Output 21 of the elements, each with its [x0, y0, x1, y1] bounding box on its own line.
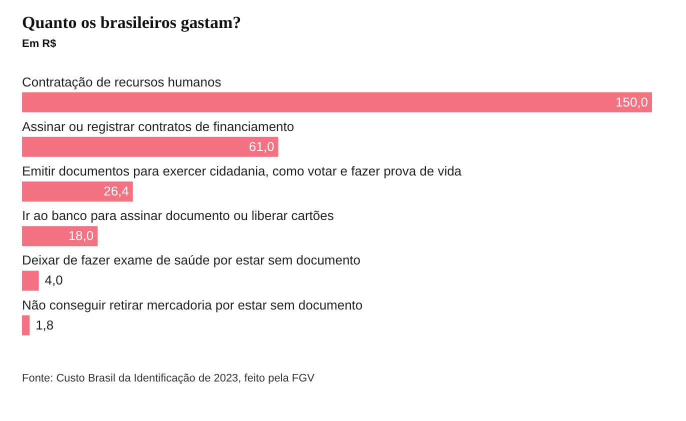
data-label: 150,0 [615, 94, 648, 110]
data-label: 4,0 [44, 272, 63, 288]
data-label: 1,8 [36, 317, 54, 332]
y-tick-label: Emitir documentos para exercer cidadania, como votar e fazer prova de vida [22, 163, 462, 178]
chart-subtitle: Em R$ [22, 38, 56, 50]
y-tick-label: Assinar ou registrar contratos de financiamento [22, 118, 294, 134]
chart-title: Quanto os brasileiros gastam? [22, 13, 242, 32]
data-label: 26,4 [104, 183, 129, 198]
data-label: 18,0 [68, 228, 94, 244]
bar [22, 181, 133, 202]
y-tick-label: Ir ao banco para assinar documento ou liberar cartões [22, 208, 334, 224]
bar [22, 92, 652, 112]
bar [22, 315, 30, 336]
bar [22, 136, 278, 157]
bar [22, 270, 39, 291]
bar [22, 226, 98, 246]
data-label: 61,0 [248, 138, 274, 154]
y-tick-label: Contratação de recursos humanos [22, 74, 222, 90]
source-note: Fonte: Custo Brasil da Identificação de 2023, feito pela FGV [22, 372, 316, 385]
y-tick-label: Não conseguir retirar mercadoria por estar sem documento [22, 297, 363, 312]
y-tick-label: Deixar de fazer exame de saúde por estar sem documento [22, 252, 361, 268]
